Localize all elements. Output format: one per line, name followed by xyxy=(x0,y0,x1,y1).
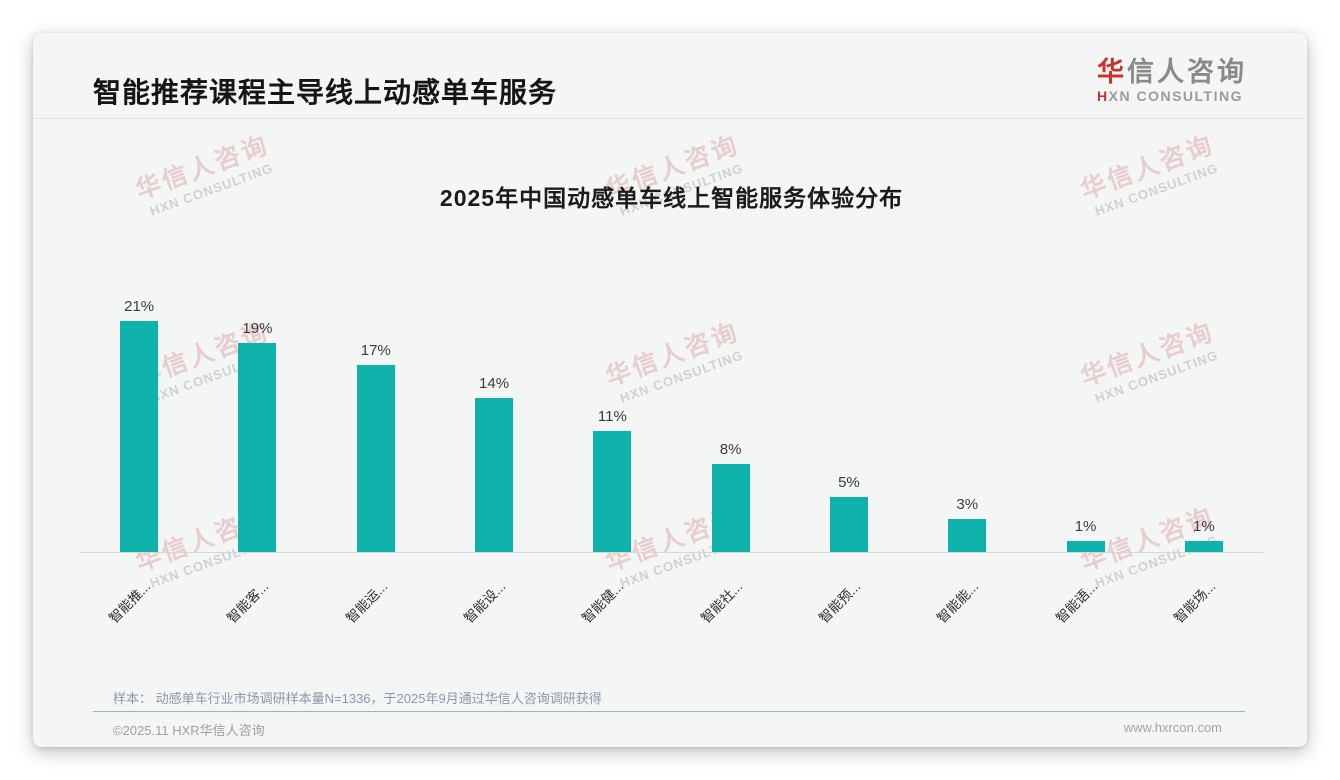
bar xyxy=(238,343,277,552)
report-card: 华信人咨询 HXN CONSULTING 华信人咨询 HXN CONSULTING 华信… xyxy=(33,33,1307,747)
bar xyxy=(829,497,868,552)
bar-value-label: 5% xyxy=(838,474,860,491)
bar-value-label: 8% xyxy=(719,441,742,458)
x-axis-label: 智能运... xyxy=(342,578,391,626)
bar xyxy=(1184,541,1223,552)
x-axis-label: 智能社... xyxy=(697,578,746,626)
bar xyxy=(593,431,632,552)
page-title: 智能推荐课程主导线上动感单车服务 xyxy=(93,77,558,108)
footer-copyright: ©2025.11 HXR华信人咨询 xyxy=(113,723,265,738)
brand-logo-cn: 华信人咨询 xyxy=(1097,57,1247,87)
x-axis-label: 智能预... xyxy=(816,578,864,626)
bar-value-label: 19% xyxy=(242,320,273,337)
x-axis-label: 智能客... xyxy=(224,578,272,626)
bar-value-label: 1% xyxy=(1193,518,1215,535)
x-axis-line xyxy=(80,552,1263,553)
bar xyxy=(356,365,395,552)
plot-area: 21% 智能推... 19% 智能客... 17% 智能运... 14% 智能设... 11% 智… xyxy=(80,153,1263,626)
bar-value-label: 21% xyxy=(124,298,155,315)
bar xyxy=(475,398,514,552)
x-axis-label: 智能设... xyxy=(461,578,509,626)
bar-value-label: 3% xyxy=(956,496,979,513)
header-divider xyxy=(33,118,1307,119)
sample-note: 样本： 动感单车行业市场调研样本量N=1336，于2025年9月通过华信人咨询调… xyxy=(113,691,602,706)
bar-value-label: 14% xyxy=(479,375,510,392)
x-axis-label: 智能场... xyxy=(1170,578,1219,626)
bar xyxy=(948,519,987,552)
x-axis-label: 智能能... xyxy=(934,578,982,626)
brand-logo-en: HXN CONSULTING xyxy=(1097,88,1243,104)
bar xyxy=(120,321,159,552)
bar-value-label: 17% xyxy=(360,342,391,359)
bar-value-label: 1% xyxy=(1074,518,1097,535)
chart-title: 2025年中国动感单车线上智能服务体验分布 xyxy=(439,185,904,211)
x-axis-label: 智能推... xyxy=(106,578,154,626)
x-axis-label: 智能语... xyxy=(1052,578,1100,626)
bar-value-label: 11% xyxy=(597,408,627,425)
bar xyxy=(1066,541,1105,552)
bar xyxy=(711,464,750,552)
brand-logo: 华信人咨询 HXN CONSULTING xyxy=(1097,57,1247,105)
footer-website: www.hxrcon.com xyxy=(1123,720,1222,735)
x-axis-label: 智能健... xyxy=(579,578,627,626)
footer-divider xyxy=(93,711,1245,712)
